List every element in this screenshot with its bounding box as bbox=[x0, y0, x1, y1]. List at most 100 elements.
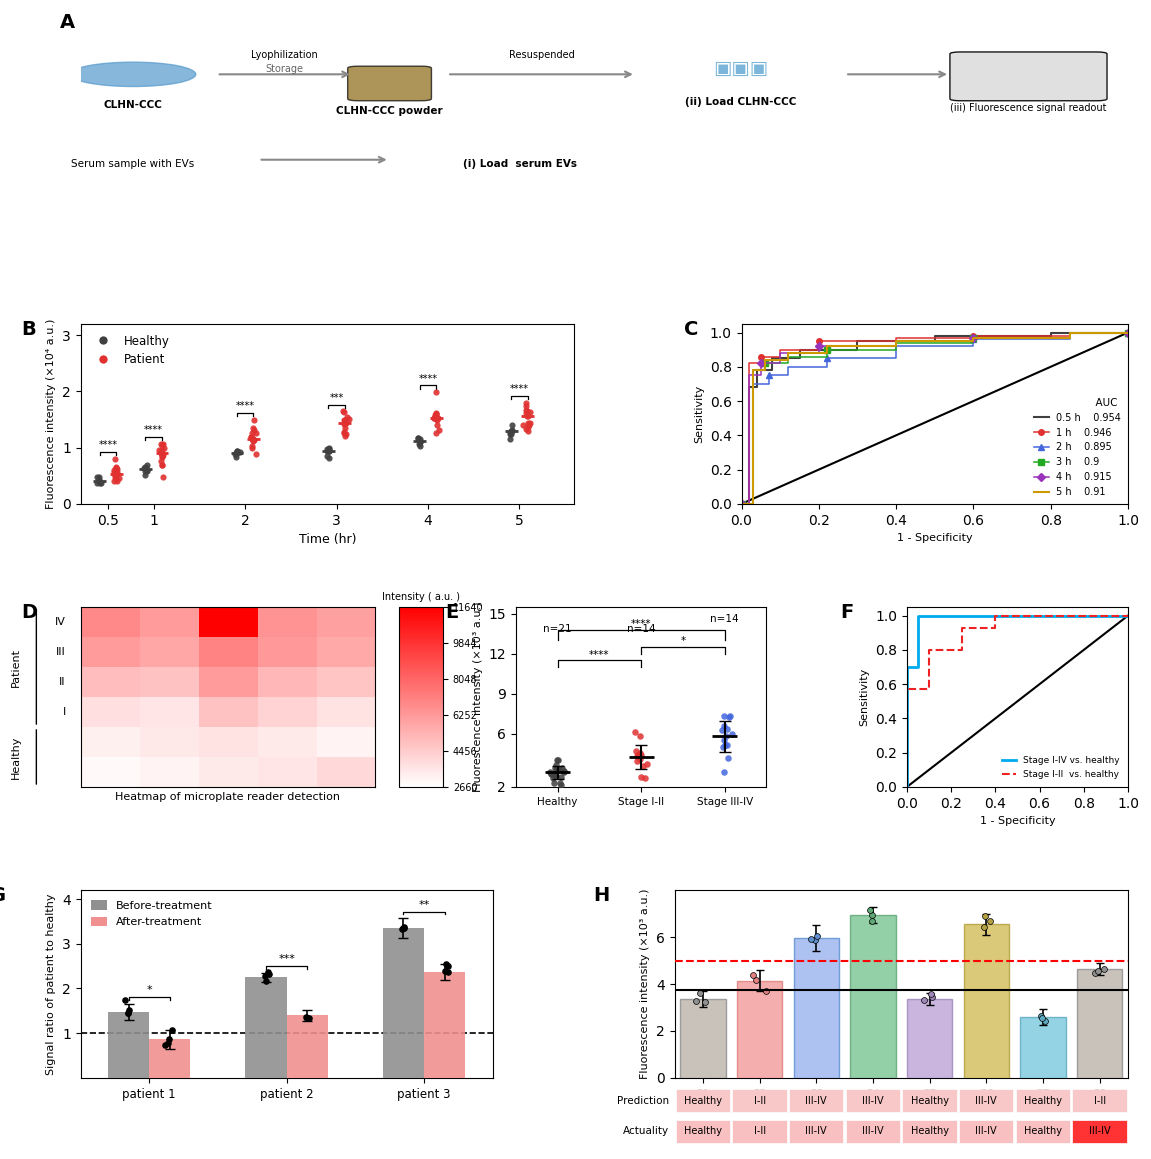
Point bbox=[138, 461, 157, 480]
Point bbox=[153, 467, 171, 486]
Text: III-IV: III-IV bbox=[806, 1127, 828, 1137]
Point bbox=[439, 956, 457, 975]
Text: *: * bbox=[146, 985, 152, 996]
Legend: Before-treatment, After-treatment: Before-treatment, After-treatment bbox=[86, 896, 218, 932]
Point bbox=[318, 447, 336, 466]
Point bbox=[159, 1034, 177, 1052]
Stage I-II  vs. healthy bbox=[989, 608, 1003, 622]
2 h    0.895 bbox=[1121, 326, 1135, 340]
Point bbox=[153, 447, 171, 466]
Point bbox=[635, 768, 654, 787]
Line: Stage I-IV vs. healthy: Stage I-IV vs. healthy bbox=[907, 615, 1128, 787]
Point bbox=[335, 423, 353, 442]
Point bbox=[320, 443, 338, 461]
Point bbox=[154, 439, 173, 458]
Point bbox=[243, 430, 261, 449]
Point bbox=[1032, 1006, 1051, 1025]
Point bbox=[501, 423, 519, 442]
Stage I-II  vs. healthy bbox=[955, 621, 969, 635]
Point bbox=[552, 767, 571, 786]
Text: I-II: I-II bbox=[1093, 1095, 1106, 1106]
5 h    0.91 bbox=[1121, 326, 1135, 340]
Point bbox=[632, 767, 650, 786]
Point bbox=[428, 409, 447, 428]
Text: Lyophilization: Lyophilization bbox=[251, 50, 318, 60]
4 h    0.915 bbox=[890, 334, 904, 348]
Point bbox=[260, 965, 279, 984]
Point bbox=[1032, 1009, 1051, 1028]
5 h    0.91 bbox=[820, 340, 833, 353]
Point bbox=[320, 438, 338, 457]
Point bbox=[410, 435, 428, 453]
Bar bbox=[424, 972, 465, 1078]
Point bbox=[105, 464, 123, 482]
Point bbox=[153, 440, 171, 459]
Point bbox=[425, 409, 443, 428]
5 h    0.91 bbox=[757, 353, 771, 367]
Point bbox=[296, 1007, 314, 1026]
Text: ****: **** bbox=[144, 425, 163, 436]
Point bbox=[625, 723, 643, 742]
0.5 h    0.954 bbox=[742, 380, 756, 394]
Point bbox=[244, 418, 262, 437]
Point bbox=[90, 471, 108, 489]
Point bbox=[116, 991, 135, 1009]
Point bbox=[628, 745, 647, 764]
Point bbox=[518, 407, 536, 425]
Text: D: D bbox=[22, 604, 38, 622]
Line: 2 h    0.895: 2 h 0.895 bbox=[739, 330, 1130, 506]
Point bbox=[246, 424, 265, 443]
Text: ****: **** bbox=[99, 440, 117, 450]
Text: III-IV: III-IV bbox=[862, 1127, 884, 1137]
Point bbox=[336, 414, 355, 432]
Point bbox=[551, 774, 570, 793]
Point bbox=[547, 765, 565, 783]
Point bbox=[335, 410, 353, 429]
Bar bbox=[680, 999, 725, 1078]
Point bbox=[518, 414, 536, 432]
Point bbox=[719, 707, 738, 726]
Point bbox=[514, 415, 533, 433]
Point bbox=[1087, 964, 1105, 983]
Point bbox=[541, 763, 559, 781]
Point bbox=[517, 394, 535, 413]
Point bbox=[541, 765, 559, 783]
3 h    0.9 bbox=[782, 350, 795, 364]
Point bbox=[409, 429, 427, 447]
2 h    0.895 bbox=[1064, 326, 1077, 340]
Point bbox=[335, 414, 353, 432]
Point bbox=[548, 760, 566, 779]
Point bbox=[245, 430, 264, 449]
Point bbox=[427, 404, 445, 423]
Circle shape bbox=[70, 63, 196, 87]
Text: II: II bbox=[60, 677, 66, 687]
4 h    0.915 bbox=[967, 330, 981, 344]
Point bbox=[337, 408, 356, 427]
X-axis label: Heatmap of microplate reader detection: Heatmap of microplate reader detection bbox=[115, 793, 341, 802]
Point bbox=[228, 442, 246, 460]
Stage I-IV vs. healthy bbox=[955, 608, 969, 622]
Point bbox=[718, 720, 737, 738]
Point bbox=[150, 440, 168, 459]
Point bbox=[137, 459, 155, 478]
Bar bbox=[737, 981, 783, 1078]
Text: Healthy: Healthy bbox=[684, 1127, 722, 1137]
Point bbox=[334, 402, 352, 421]
Point bbox=[628, 748, 647, 766]
Point bbox=[336, 418, 355, 437]
Bar bbox=[245, 977, 287, 1078]
Point bbox=[87, 474, 106, 493]
Point bbox=[757, 982, 776, 1000]
Legend: 0.5 h    0.954, 1 h    0.946, 2 h    0.895, 3 h    0.9, 4 h    0.915, 5 h    0.9: 0.5 h 0.954, 1 h 0.946, 2 h 0.895, 3 h 0… bbox=[1032, 396, 1123, 500]
Bar bbox=[963, 924, 1009, 1078]
Point bbox=[320, 449, 338, 467]
Text: CLHN-CCC: CLHN-CCC bbox=[104, 100, 162, 110]
Point bbox=[543, 768, 562, 787]
Text: n=21: n=21 bbox=[543, 624, 572, 634]
Point bbox=[336, 411, 355, 430]
Point bbox=[109, 468, 128, 487]
Point bbox=[245, 421, 264, 439]
0.5 h    0.954 bbox=[793, 343, 807, 357]
Point bbox=[555, 763, 573, 781]
Point bbox=[136, 458, 154, 476]
